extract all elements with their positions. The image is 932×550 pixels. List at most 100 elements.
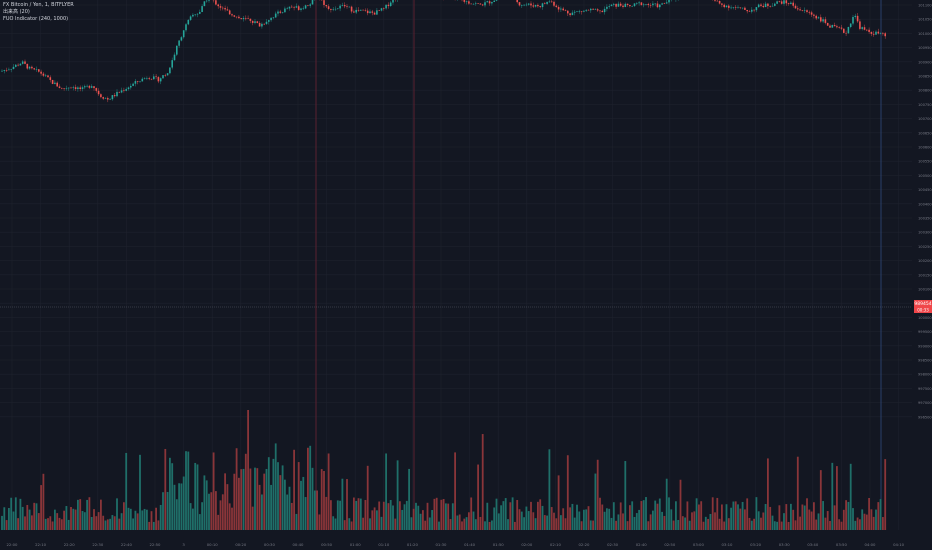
volume-bar <box>661 511 663 530</box>
volume-bar <box>224 473 226 530</box>
candle-body <box>153 76 155 80</box>
volume-bar <box>601 504 604 530</box>
volume-bar <box>672 520 675 530</box>
price-axis-label: 1004500 <box>918 188 932 192</box>
candle-body <box>387 4 390 7</box>
volume-bar <box>645 497 647 530</box>
volume-bar <box>258 484 261 530</box>
volume-bar <box>792 509 795 530</box>
time-axis-label: 04:00 <box>865 542 877 547</box>
volume-bar <box>382 501 385 530</box>
volume-bar <box>408 468 410 530</box>
time-axis-label: 02:10 <box>550 542 562 547</box>
volume-bar <box>516 499 519 530</box>
candle-body <box>373 12 376 15</box>
candle-body <box>81 87 84 89</box>
candle-body <box>624 3 627 7</box>
candle-body <box>383 8 385 9</box>
volume-bar <box>394 518 397 530</box>
candle-body <box>877 31 880 34</box>
candle-body <box>863 27 866 30</box>
candle-body <box>521 5 523 6</box>
time-axis[interactable]: 22:00 22:10 22:20 22:30 22:40 22:50 3 00:10 00:2… <box>7 542 905 547</box>
volume-bar <box>428 517 431 530</box>
volume-bar <box>748 517 751 530</box>
candle-body <box>797 8 799 10</box>
volume-bar <box>431 510 433 530</box>
volume-bar <box>470 497 473 530</box>
volume-bar <box>716 497 719 530</box>
price-axis-label: 1011000 <box>918 4 932 8</box>
legend-volume[interactable]: 出来高 (20) <box>3 9 30 15</box>
volume-bar <box>58 517 61 530</box>
candle-body <box>590 8 592 11</box>
volume-bar <box>196 464 199 530</box>
volume-bar <box>63 510 65 530</box>
volume-bar <box>311 467 314 530</box>
candle-body <box>571 12 574 16</box>
volume-bar <box>304 497 307 530</box>
volume-bars <box>1 410 887 530</box>
candle-body <box>587 9 590 11</box>
volume-bar <box>403 504 406 530</box>
candle-body <box>548 1 551 3</box>
volume-bar <box>378 501 381 530</box>
candle-body <box>769 6 771 7</box>
volume-bar <box>422 510 424 530</box>
time-axis-label: 02:20 <box>579 542 591 547</box>
volume-bar <box>412 508 415 530</box>
price-axis[interactable]: 1011000 1010500 1010000 1009500 1009000 10085… <box>918 4 932 420</box>
volume-bar <box>155 507 157 530</box>
volume-bar <box>534 518 537 530</box>
candle-body <box>369 11 371 14</box>
volume-bar <box>813 502 815 530</box>
candle-body <box>215 0 217 5</box>
candle-body <box>663 3 666 5</box>
volume-bar <box>817 513 820 530</box>
candle-body <box>619 3 622 6</box>
volume-bar <box>622 513 624 530</box>
volume-bar <box>847 501 850 530</box>
candle-body <box>640 2 643 6</box>
volume-bar <box>451 503 454 530</box>
volume-bar <box>838 519 841 530</box>
volume-bar <box>83 512 86 530</box>
volume-bar <box>3 507 6 530</box>
volume-bar <box>77 499 79 530</box>
candle-body <box>261 23 263 27</box>
volume-bar <box>249 468 252 530</box>
volume-bar <box>251 506 254 530</box>
volume-bar <box>642 500 645 530</box>
volume-bar <box>104 520 107 530</box>
volume-bar <box>56 513 59 530</box>
time-axis-label: 01:20 <box>407 542 419 547</box>
candle-body <box>157 77 160 82</box>
candle-body <box>104 98 107 99</box>
volume-bar <box>171 463 174 530</box>
candle-body <box>718 0 721 4</box>
volume-bar <box>603 511 606 530</box>
volume-bar <box>143 508 146 530</box>
candle-body <box>240 18 242 20</box>
volume-bar <box>134 510 137 530</box>
candle-body <box>311 0 314 5</box>
volume-bar <box>608 508 611 530</box>
volume-bar <box>477 464 479 530</box>
candle-body <box>56 82 58 87</box>
legend-symbol[interactable]: FX Bitcoin / Yen, 1, BITFLYER <box>3 2 74 8</box>
volume-bar <box>624 461 627 530</box>
volume-bar <box>336 500 339 530</box>
volume-bar <box>192 508 194 530</box>
candle-body <box>380 8 383 11</box>
candle-body <box>665 2 668 4</box>
time-axis-label: 22:10 <box>35 542 47 547</box>
volume-bar <box>663 515 666 530</box>
candle-body <box>350 6 353 12</box>
volume-bar <box>541 505 544 530</box>
candle-body <box>767 3 769 7</box>
volume-bar <box>332 516 335 530</box>
legend-indicator[interactable]: FUO Indicator (240, 1000) <box>3 16 69 22</box>
volume-bar <box>744 509 746 530</box>
candle-body <box>268 20 270 22</box>
